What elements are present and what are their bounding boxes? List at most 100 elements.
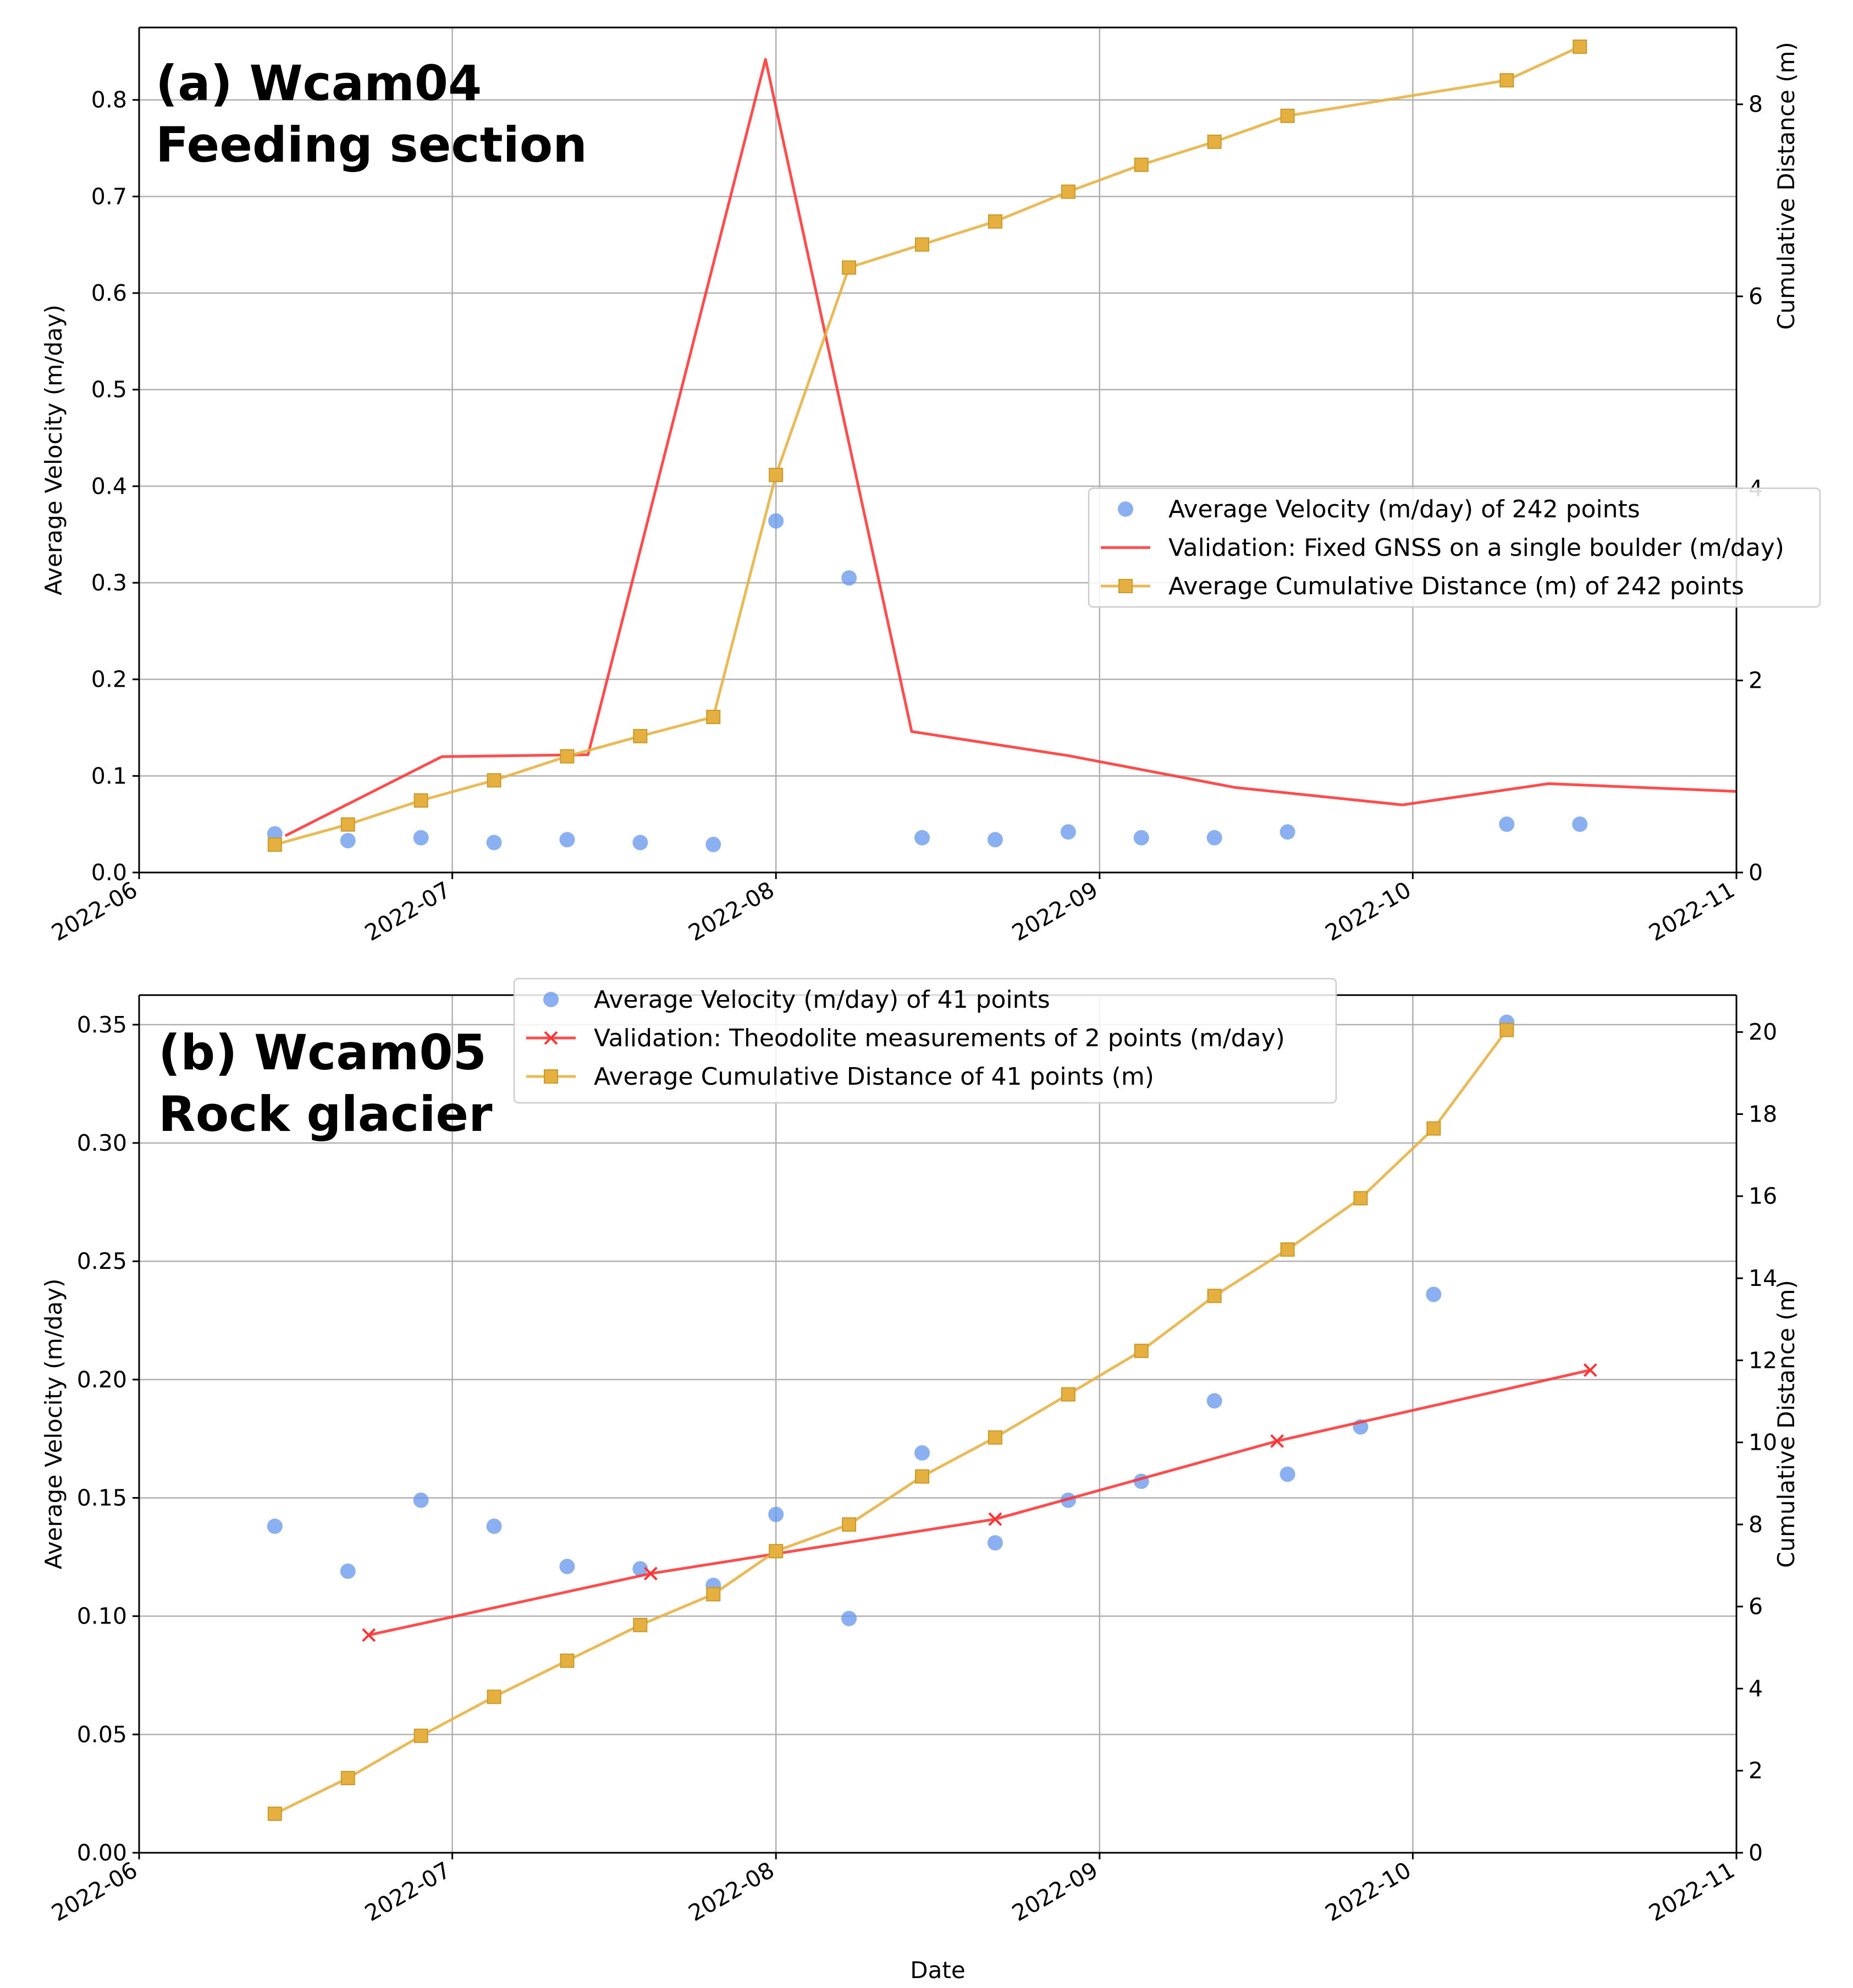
cumulative-marker bbox=[560, 749, 575, 764]
x-tick-label: 2022-10 bbox=[1321, 876, 1415, 946]
legend-validation-marker bbox=[544, 1031, 558, 1045]
legend-cumulative-marker bbox=[1118, 579, 1133, 593]
velocity-point bbox=[987, 832, 1003, 848]
y-tick-label: 0.5 bbox=[91, 377, 127, 403]
y-tick-label: 0.35 bbox=[77, 1012, 127, 1038]
x-tick-label: 2022-08 bbox=[684, 1857, 779, 1926]
cumulative-marker bbox=[1134, 157, 1149, 172]
velocity-point bbox=[340, 833, 356, 849]
velocity-point bbox=[768, 1506, 784, 1522]
validation-marker bbox=[643, 1566, 658, 1581]
cumulative-marker bbox=[487, 773, 501, 788]
velocity-point bbox=[987, 1535, 1003, 1551]
velocity-point bbox=[486, 1518, 502, 1534]
y-tick-label: 0.0 bbox=[91, 859, 127, 886]
y2-tick-label: 2 bbox=[1749, 667, 1763, 694]
cumulative-marker bbox=[1207, 134, 1222, 149]
y-tick-label: 0.2 bbox=[91, 666, 127, 693]
velocity-point bbox=[1206, 1393, 1222, 1409]
y-tick-label: 0.05 bbox=[77, 1721, 127, 1748]
y2-tick-label: 0 bbox=[1749, 859, 1763, 886]
cumulative-marker bbox=[1499, 73, 1514, 88]
legend-label: Average Velocity (m/day) of 242 points bbox=[1168, 495, 1640, 523]
y2-tick-label: 18 bbox=[1749, 1101, 1777, 1127]
cumulative-marker bbox=[487, 1689, 501, 1704]
x-tick-label: 2022-09 bbox=[1007, 876, 1102, 946]
cumulative-marker bbox=[1134, 1344, 1149, 1359]
validation-marker bbox=[1270, 1434, 1284, 1448]
cumulative-marker bbox=[267, 837, 282, 852]
cumulative-marker bbox=[413, 1729, 428, 1743]
cumulative-marker bbox=[769, 467, 784, 482]
legend-label: Average Cumulative Distance (m) of 242 p… bbox=[1168, 572, 1744, 600]
x-tick-label: 2022-07 bbox=[360, 1857, 455, 1926]
x-tick-label: 2022-11 bbox=[1645, 876, 1739, 946]
x-tick-label: 2022-09 bbox=[1007, 1857, 1102, 1926]
series-line bbox=[274, 1029, 1508, 1815]
chart-panel-1: 0.00.10.20.30.40.50.60.70.8024682022-062… bbox=[40, 26, 1821, 946]
velocity-point bbox=[1426, 1286, 1442, 1302]
cumulative-marker bbox=[1353, 1191, 1368, 1206]
legend: Average Velocity (m/day) of 41 points Val… bbox=[513, 978, 1337, 1104]
y-tick-label: 0.15 bbox=[77, 1484, 127, 1511]
y-tick-label: 0.10 bbox=[77, 1603, 127, 1630]
velocity-point bbox=[559, 1559, 575, 1575]
cumulative-marker bbox=[1061, 1387, 1076, 1402]
panel-label: Rock glacier bbox=[158, 1086, 493, 1142]
series-line bbox=[284, 58, 1737, 837]
y2-tick-label: 10 bbox=[1749, 1429, 1777, 1456]
cumulative-marker bbox=[1573, 39, 1587, 54]
legend-label: Validation: Fixed GNSS on a single bould… bbox=[1168, 534, 1784, 562]
cumulative-marker bbox=[340, 1771, 355, 1786]
legend-cumulative-marker bbox=[544, 1069, 558, 1084]
x-axis-title: Date bbox=[910, 1957, 965, 1984]
y-axis-title: Average Velocity (m/day) bbox=[40, 305, 67, 595]
cumulative-marker bbox=[633, 728, 648, 743]
y2-tick-label: 2 bbox=[1749, 1758, 1763, 1784]
cumulative-marker bbox=[915, 1469, 930, 1484]
cumulative-marker bbox=[1280, 1242, 1295, 1257]
velocity-point bbox=[1280, 824, 1295, 840]
y-tick-label: 0.20 bbox=[77, 1366, 127, 1393]
y2-tick-label: 14 bbox=[1749, 1265, 1777, 1291]
y2-tick-label: 8 bbox=[1749, 1511, 1763, 1538]
legend-label: Average Cumulative Distance of 41 points… bbox=[594, 1063, 1154, 1091]
legend-label: Average Velocity (m/day) of 41 points bbox=[594, 986, 1050, 1014]
y-tick-label: 0.4 bbox=[91, 473, 127, 499]
y2-tick-label: 16 bbox=[1749, 1183, 1777, 1210]
velocity-point bbox=[1499, 816, 1515, 832]
legend-velocity-marker bbox=[1118, 501, 1133, 517]
validation-marker bbox=[1583, 1363, 1597, 1377]
y-tick-label: 0.25 bbox=[77, 1248, 127, 1274]
x-tick-label: 2022-06 bbox=[47, 876, 142, 946]
cumulative-marker bbox=[1426, 1121, 1441, 1136]
y-tick-label: 0.8 bbox=[91, 87, 127, 113]
chart-panel-2: 0.00 0.05 0.10 0.15 0.20 0.25 0.30 0.35 0 2 4 6 8 10 1… bbox=[40, 978, 1800, 1984]
legend-box bbox=[1088, 487, 1821, 608]
cumulative-marker bbox=[1207, 1289, 1222, 1304]
velocity-point bbox=[841, 570, 857, 586]
y2-tick-label: 8 bbox=[1749, 91, 1763, 118]
velocity-point bbox=[705, 837, 721, 853]
legend-box bbox=[513, 978, 1337, 1104]
y2-tick-label: 20 bbox=[1749, 1019, 1777, 1045]
cumulative-marker bbox=[1061, 184, 1076, 199]
velocity-point bbox=[914, 1445, 930, 1461]
series-3 bbox=[267, 39, 1587, 852]
cumulative-marker bbox=[267, 1807, 282, 1821]
legend-label: Validation: Theodolite measurements of 2… bbox=[594, 1024, 1285, 1052]
cumulative-marker bbox=[988, 214, 1002, 229]
y2-tick-label: 12 bbox=[1749, 1347, 1777, 1373]
velocity-point bbox=[1280, 1466, 1295, 1482]
y2-tick-label: 6 bbox=[1749, 1593, 1763, 1620]
cumulative-marker bbox=[706, 710, 721, 725]
velocity-point bbox=[632, 1561, 648, 1577]
y2-axis-title: Cumulative Distance (m) bbox=[1773, 42, 1800, 330]
y-tick-label: 0.3 bbox=[91, 570, 127, 596]
velocity-point bbox=[340, 1563, 356, 1579]
velocity-point bbox=[1133, 830, 1149, 846]
series-1 bbox=[267, 513, 1588, 853]
velocity-point bbox=[632, 835, 648, 851]
y-tick-label: 0.7 bbox=[91, 183, 127, 209]
cumulative-marker bbox=[560, 1653, 575, 1668]
